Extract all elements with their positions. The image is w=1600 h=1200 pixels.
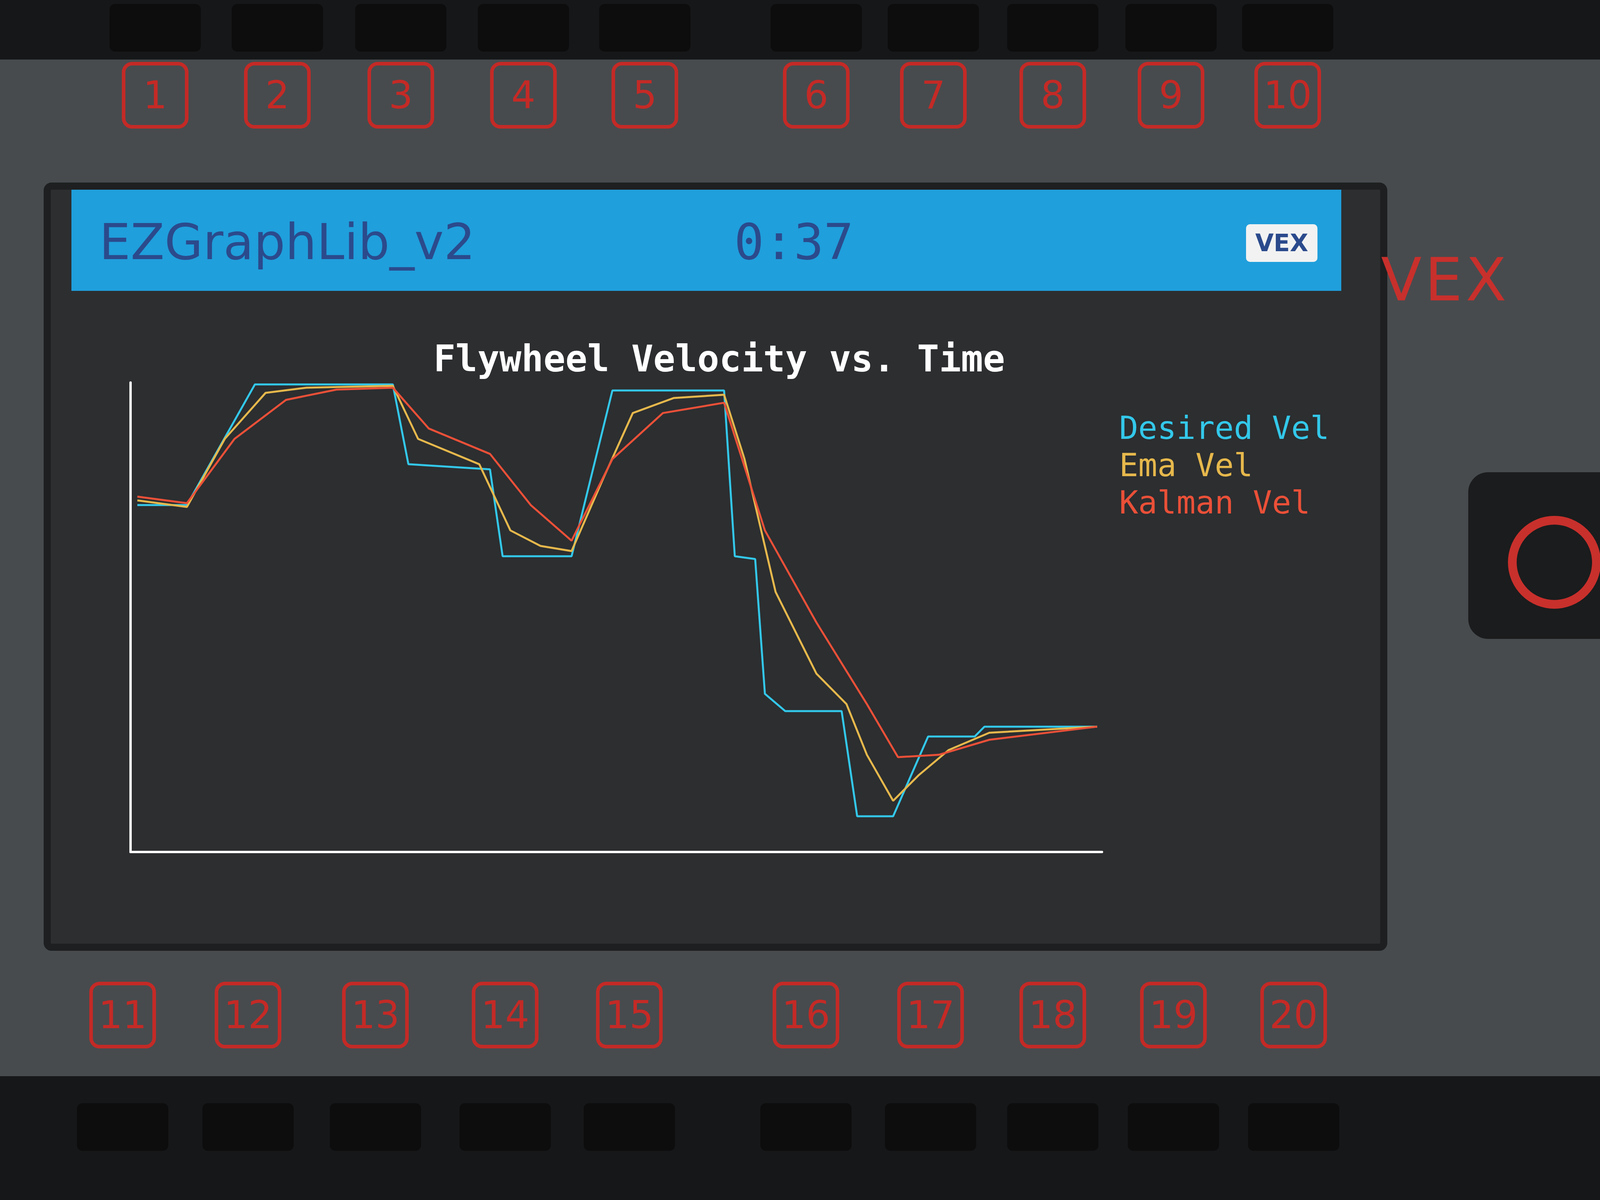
html-text:9: 9 (1158, 73, 1184, 118)
svg-text:Kalman Vel: Kalman Vel (1119, 484, 1311, 522)
html-text:VEX: VEX (1380, 245, 1510, 315)
html-text:1: 1 (143, 73, 168, 118)
html-text:0:37: 0:37 (734, 213, 854, 271)
html-text:11: 11 (98, 992, 147, 1038)
html-text:20: 20 (1269, 992, 1318, 1038)
html-text:16: 16 (781, 992, 831, 1038)
html-text:6: 6 (804, 73, 829, 118)
html-text:4: 4 (511, 73, 536, 118)
html-text:3: 3 (388, 73, 413, 118)
html-text:5: 5 (632, 73, 657, 118)
html-text:19: 19 (1149, 992, 1198, 1038)
html-text:18: 18 (1028, 992, 1078, 1038)
html-text:14: 14 (480, 992, 530, 1038)
html-text:12: 12 (223, 992, 273, 1038)
svg-text:Flywheel Velocity vs. Time: Flywheel Velocity vs. Time (433, 337, 1005, 381)
html-text:17: 17 (906, 992, 955, 1038)
html-text:15: 15 (605, 992, 654, 1038)
html-text:13: 13 (351, 992, 400, 1038)
html-text:EZGraphLib_v2: EZGraphLib_v2 (99, 213, 476, 271)
html-text:2: 2 (265, 73, 290, 118)
html-text:7: 7 (921, 73, 946, 118)
svg-text:Ema Vel: Ema Vel (1119, 446, 1253, 484)
html-text:VEX: VEX (1255, 228, 1309, 257)
svg-text:Desired Vel: Desired Vel (1119, 409, 1330, 447)
html-text:8: 8 (1040, 73, 1065, 118)
html-text:10: 10 (1263, 73, 1312, 118)
